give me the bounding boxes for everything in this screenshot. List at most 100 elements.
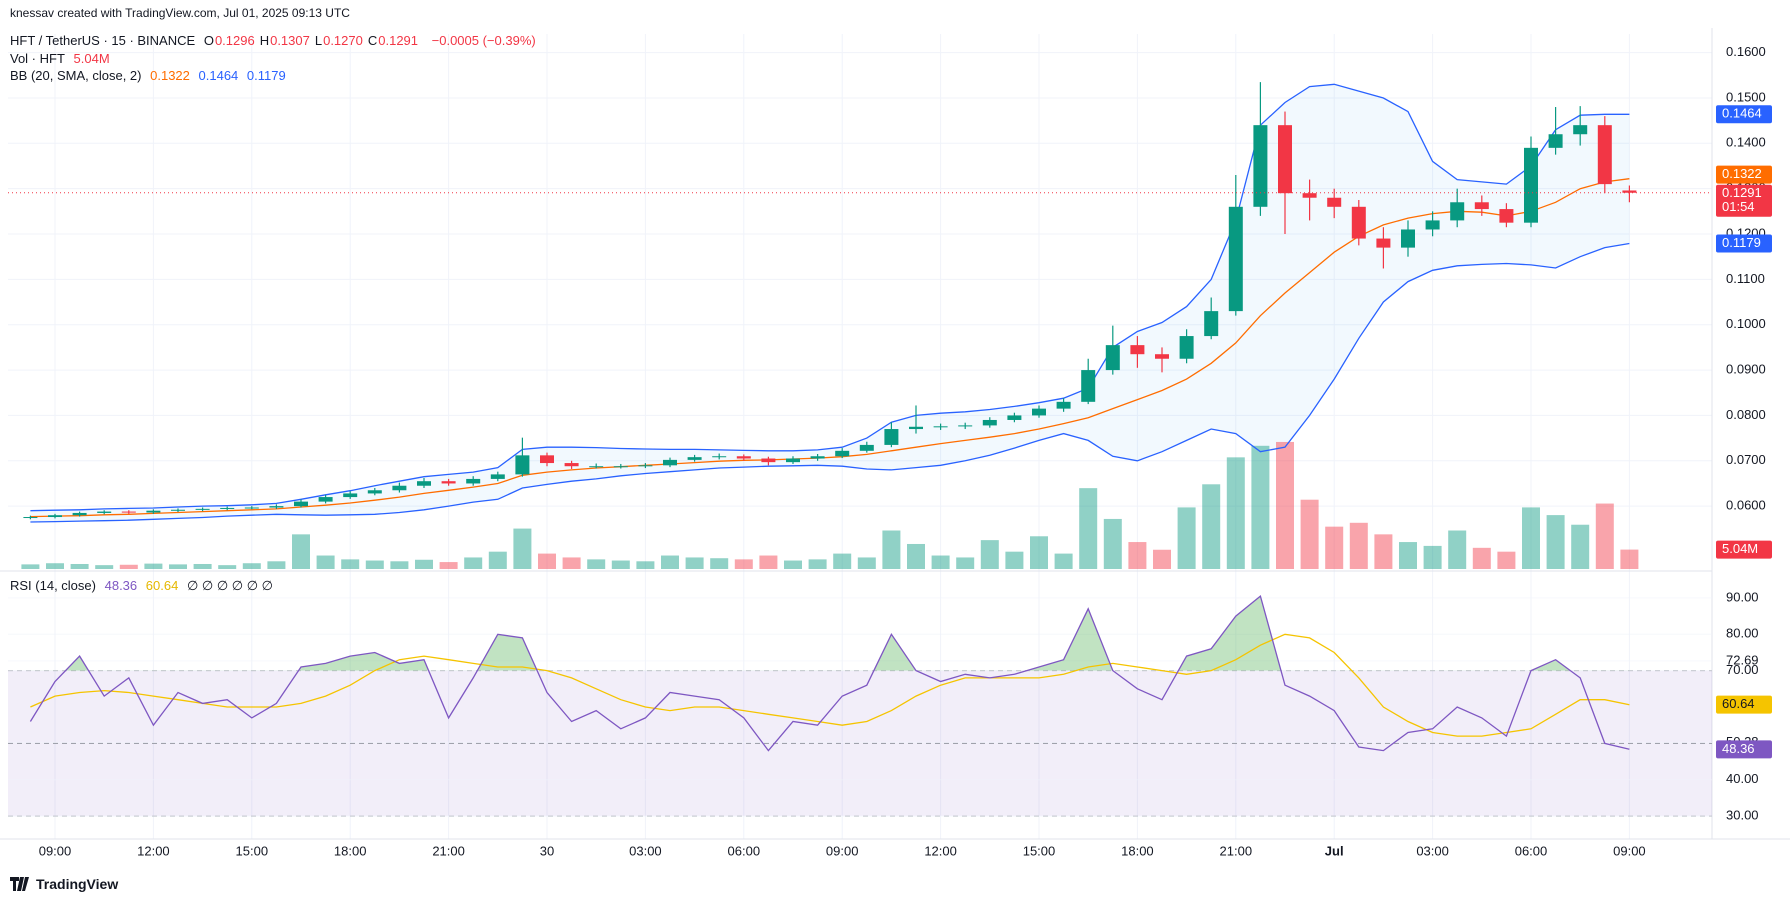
volume-bar	[661, 555, 679, 569]
y-tick-label: 0.1500	[1726, 89, 1766, 104]
rsi-tick-label: 40.00	[1726, 771, 1759, 786]
volume-bar	[365, 560, 384, 569]
x-tick-label: 03:00	[629, 843, 662, 858]
x-tick-label: 30	[540, 843, 554, 858]
candle-body	[1228, 206, 1243, 312]
candle-body	[761, 458, 776, 463]
candle-body	[146, 510, 161, 513]
volume-bar	[1030, 536, 1048, 569]
bb-basis-value: 0.1322	[150, 68, 190, 83]
countdown: 01:54	[1722, 199, 1755, 214]
candle-body	[663, 459, 677, 466]
main-pane	[21, 82, 1639, 569]
x-tick-label: 21:00	[432, 843, 465, 858]
volume-badge: 5.04M	[1722, 541, 1758, 556]
ohlc-value: 0.1291	[378, 33, 419, 48]
candle-body	[48, 515, 62, 518]
symbol-legend: HFT / TetherUS · 15 · BINANCE O0.1296 H0.…	[10, 33, 541, 48]
volume-bar	[1300, 499, 1319, 569]
candle-body	[121, 511, 136, 513]
rsi-ma-badge-bg	[1716, 695, 1772, 714]
volume-bar	[1325, 526, 1344, 569]
volume-bar	[1054, 553, 1073, 569]
bb-lower-badge-bg	[1716, 234, 1772, 253]
bb-title: BB (20, SMA, close, 2)	[10, 68, 142, 83]
candle-body	[589, 466, 604, 468]
volume-legend: Vol · HFT 5.04M	[10, 51, 115, 66]
candle-body	[23, 517, 38, 519]
candle-body	[1204, 311, 1219, 337]
ohlc-value: 0.1307	[270, 33, 310, 48]
volume-bar	[488, 551, 507, 569]
candle-body	[1622, 190, 1637, 193]
candle-body	[835, 450, 850, 457]
volume-bar	[710, 558, 729, 569]
volume-bar	[1202, 484, 1221, 569]
candle-body	[294, 501, 308, 507]
candle-body	[1351, 206, 1366, 239]
volume-bar	[1472, 547, 1491, 569]
volume-bar	[95, 565, 114, 569]
candle-body	[1376, 238, 1391, 248]
volume-bar	[538, 553, 556, 569]
rsi-tick-label: 90.00	[1726, 589, 1759, 604]
volume-bar	[685, 557, 704, 569]
candle-body	[1302, 193, 1317, 198]
volume-bar	[1276, 441, 1294, 569]
ohlc-key: H	[259, 33, 270, 48]
candle-body	[1130, 345, 1145, 355]
volume-bar	[267, 561, 286, 569]
x-tick-label: Jul	[1325, 843, 1344, 858]
volume-bar	[341, 559, 360, 569]
candle-body	[933, 426, 948, 428]
candle-body	[1155, 354, 1169, 359]
bb-basis-badge-bg	[1716, 165, 1772, 184]
volume-bar	[1571, 524, 1590, 569]
candle-body	[244, 507, 259, 509]
x-tick-label: 15:00	[236, 843, 269, 858]
volume-bar	[611, 560, 630, 569]
brand: TradingView	[10, 876, 123, 892]
candle-body	[466, 478, 481, 484]
rsi-legend: RSI (14, close) 48.36 60.64 ∅ ∅ ∅ ∅ ∅ ∅	[10, 578, 278, 594]
candle-body	[1056, 401, 1071, 409]
rsi-tick-label: 80.00	[1726, 626, 1759, 641]
bb-lower-value: 0.1179	[246, 68, 286, 83]
volume-bar	[956, 557, 975, 569]
x-tick-label: 12:00	[137, 843, 170, 858]
volume-bar	[1128, 542, 1147, 569]
candle-body	[1548, 134, 1563, 148]
volume-bar	[980, 540, 999, 569]
candle-body	[1573, 125, 1588, 135]
credit: knessav created with TradingView.com, Ju…	[10, 6, 350, 20]
y-tick-label: 0.1400	[1726, 135, 1766, 150]
candle-body	[343, 493, 358, 498]
volume-bar	[513, 528, 532, 569]
candle-body	[1007, 415, 1022, 420]
y-tick-label: 0.1600	[1726, 44, 1766, 59]
volume-bar	[1349, 522, 1368, 569]
candle-body	[909, 426, 923, 430]
bb-upper-line	[30, 83, 1630, 512]
ohlc-key: O	[203, 33, 214, 48]
volume-bar	[464, 557, 483, 569]
y-tick-label: 0.1000	[1726, 316, 1766, 331]
candle-body	[859, 444, 874, 451]
candle-body	[1499, 209, 1514, 223]
candle-body	[441, 481, 456, 484]
rsi-ma-value: 60.64	[145, 578, 179, 593]
volume-bar	[1497, 551, 1516, 569]
volume-bar	[1177, 507, 1196, 569]
volume-bar	[882, 530, 901, 569]
volume-bar	[242, 563, 261, 569]
volume-bar	[784, 560, 802, 569]
bb-fill	[30, 84, 1630, 523]
candle-body	[220, 507, 235, 509]
candle-body	[1105, 345, 1120, 371]
bb-basis-badge: 0.1322	[1722, 166, 1762, 181]
volume-bar	[931, 555, 950, 569]
candle-body	[318, 497, 333, 502]
bb-upper-value: 0.1464	[198, 68, 239, 83]
y-tick-label: 0.1100	[1726, 271, 1765, 286]
volume-bar	[1423, 545, 1442, 569]
